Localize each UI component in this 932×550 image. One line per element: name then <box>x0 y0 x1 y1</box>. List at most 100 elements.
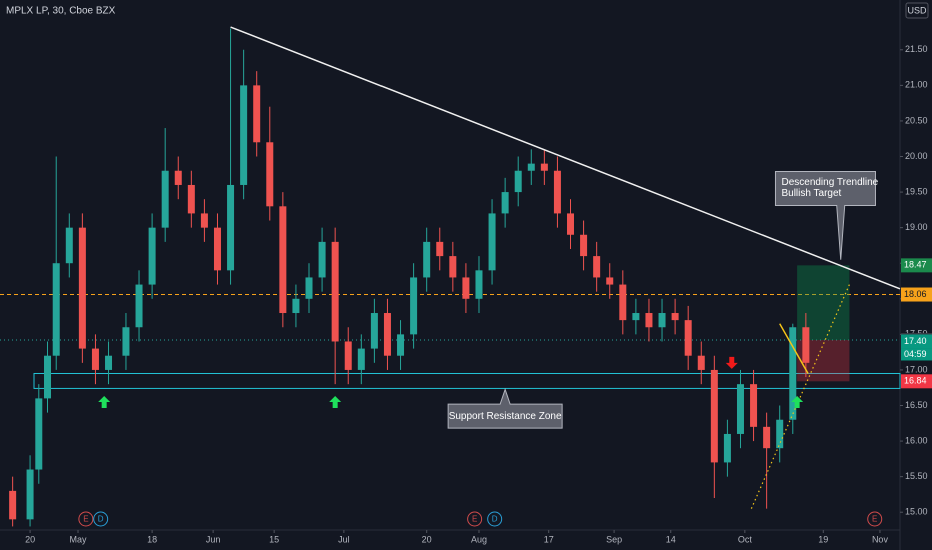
candle-body <box>370 313 378 349</box>
candle-body <box>266 142 274 207</box>
y-tick-label: 16.00 <box>905 435 928 445</box>
y-tick-label: 16.50 <box>905 400 928 410</box>
chart-title: MPLX LP, 30, Cboe BZX <box>6 6 116 17</box>
candle-body <box>436 241 444 257</box>
y-tick-label: 20.00 <box>905 151 928 161</box>
x-tick-label: Aug <box>471 534 487 544</box>
candle-body <box>344 341 352 370</box>
event-badge <box>867 511 883 527</box>
y-tick-label: 19.00 <box>905 222 928 232</box>
candle-body <box>527 163 535 171</box>
x-tick-label: Sep <box>606 534 622 544</box>
candle-body <box>357 348 365 370</box>
candle-body <box>122 327 130 356</box>
yellow-line <box>779 323 809 374</box>
candle-body <box>488 213 496 271</box>
arrow-marker <box>725 356 738 369</box>
candle-body <box>410 277 418 335</box>
y-tick-label: 20.50 <box>905 115 928 125</box>
candle-body <box>305 277 313 299</box>
candle-body <box>161 170 169 228</box>
candle-body <box>671 313 679 321</box>
candle-body <box>52 263 60 356</box>
candle-body <box>187 184 195 214</box>
candle-body <box>279 206 287 314</box>
x-tick-label: 20 <box>422 534 432 544</box>
price-label: 18.47 <box>904 260 927 270</box>
x-tick-label: 15 <box>269 534 279 544</box>
trendline <box>230 26 901 290</box>
event-label: E <box>472 515 477 524</box>
price-label-box <box>901 374 932 389</box>
candle-body <box>789 327 797 420</box>
y-tick-label: 17.00 <box>905 364 928 374</box>
countdown: 04:59 <box>904 349 927 359</box>
x-tick-label: 17 <box>544 534 554 544</box>
candle-body <box>240 85 248 185</box>
candle-body <box>383 313 391 356</box>
zone-label: Support Resistance Zone <box>449 411 562 422</box>
support-zone <box>33 372 901 389</box>
candle-body <box>501 192 509 214</box>
candle-body <box>750 384 758 427</box>
x-tick-label: 14 <box>666 534 676 544</box>
candle-body <box>658 313 666 328</box>
candle-body <box>449 256 457 278</box>
currency[interactable]: USD <box>907 5 927 15</box>
candle-body <box>318 241 326 278</box>
candle-body <box>9 490 17 520</box>
candle-body <box>44 355 52 399</box>
y-tick-label: 15.50 <box>905 471 928 481</box>
countdown-box <box>901 348 932 361</box>
event-label: D <box>98 515 104 524</box>
candle-body <box>763 426 771 449</box>
currency-box[interactable] <box>905 2 929 19</box>
candle-body <box>65 227 73 264</box>
candle-body <box>697 355 705 370</box>
arrow-marker <box>791 395 804 408</box>
candle-body <box>105 355 113 370</box>
candle-body <box>423 241 431 278</box>
candle-body <box>553 170 561 214</box>
price-label: 16.84 <box>904 376 927 386</box>
candle-body <box>632 313 640 321</box>
target-callout <box>774 171 876 260</box>
y-tick-label: 21.00 <box>905 80 928 90</box>
event-label: E <box>83 515 88 524</box>
candle-body <box>213 227 221 271</box>
price-label-box <box>901 258 932 273</box>
candle-body <box>514 170 522 193</box>
x-tick-label: Oct <box>738 534 753 544</box>
x-tick-label: Nov <box>872 534 889 544</box>
candle-body <box>606 277 614 285</box>
yellow-dotted-line <box>750 284 850 509</box>
candle-body <box>135 284 143 328</box>
x-tick-label: Jul <box>338 534 350 544</box>
arrow-marker <box>329 395 342 408</box>
candle-body <box>331 241 339 342</box>
candle-body <box>736 384 744 434</box>
candle-body <box>475 270 483 299</box>
arrow-marker <box>98 395 111 408</box>
candle-body <box>802 327 810 363</box>
event-label: E <box>872 515 877 524</box>
event-badge <box>467 511 483 527</box>
price-label: 17.40 <box>904 336 927 346</box>
y-tick-label: 15.00 <box>905 507 928 517</box>
callout-text: Descending Trendline <box>781 177 878 188</box>
y-tick-label: 19.50 <box>905 186 928 196</box>
candle-body <box>91 348 99 370</box>
candle-body <box>174 170 182 185</box>
candle-body <box>292 298 300 314</box>
candle-body <box>200 213 208 228</box>
candle-body <box>78 227 86 349</box>
candle-body <box>684 320 692 356</box>
candle-body <box>645 313 653 328</box>
candle-body <box>710 369 718 463</box>
candle-body <box>253 85 261 143</box>
candle-body <box>567 213 575 235</box>
candle-body <box>540 163 548 171</box>
price-label-box <box>901 334 932 349</box>
event-badge <box>78 511 94 527</box>
